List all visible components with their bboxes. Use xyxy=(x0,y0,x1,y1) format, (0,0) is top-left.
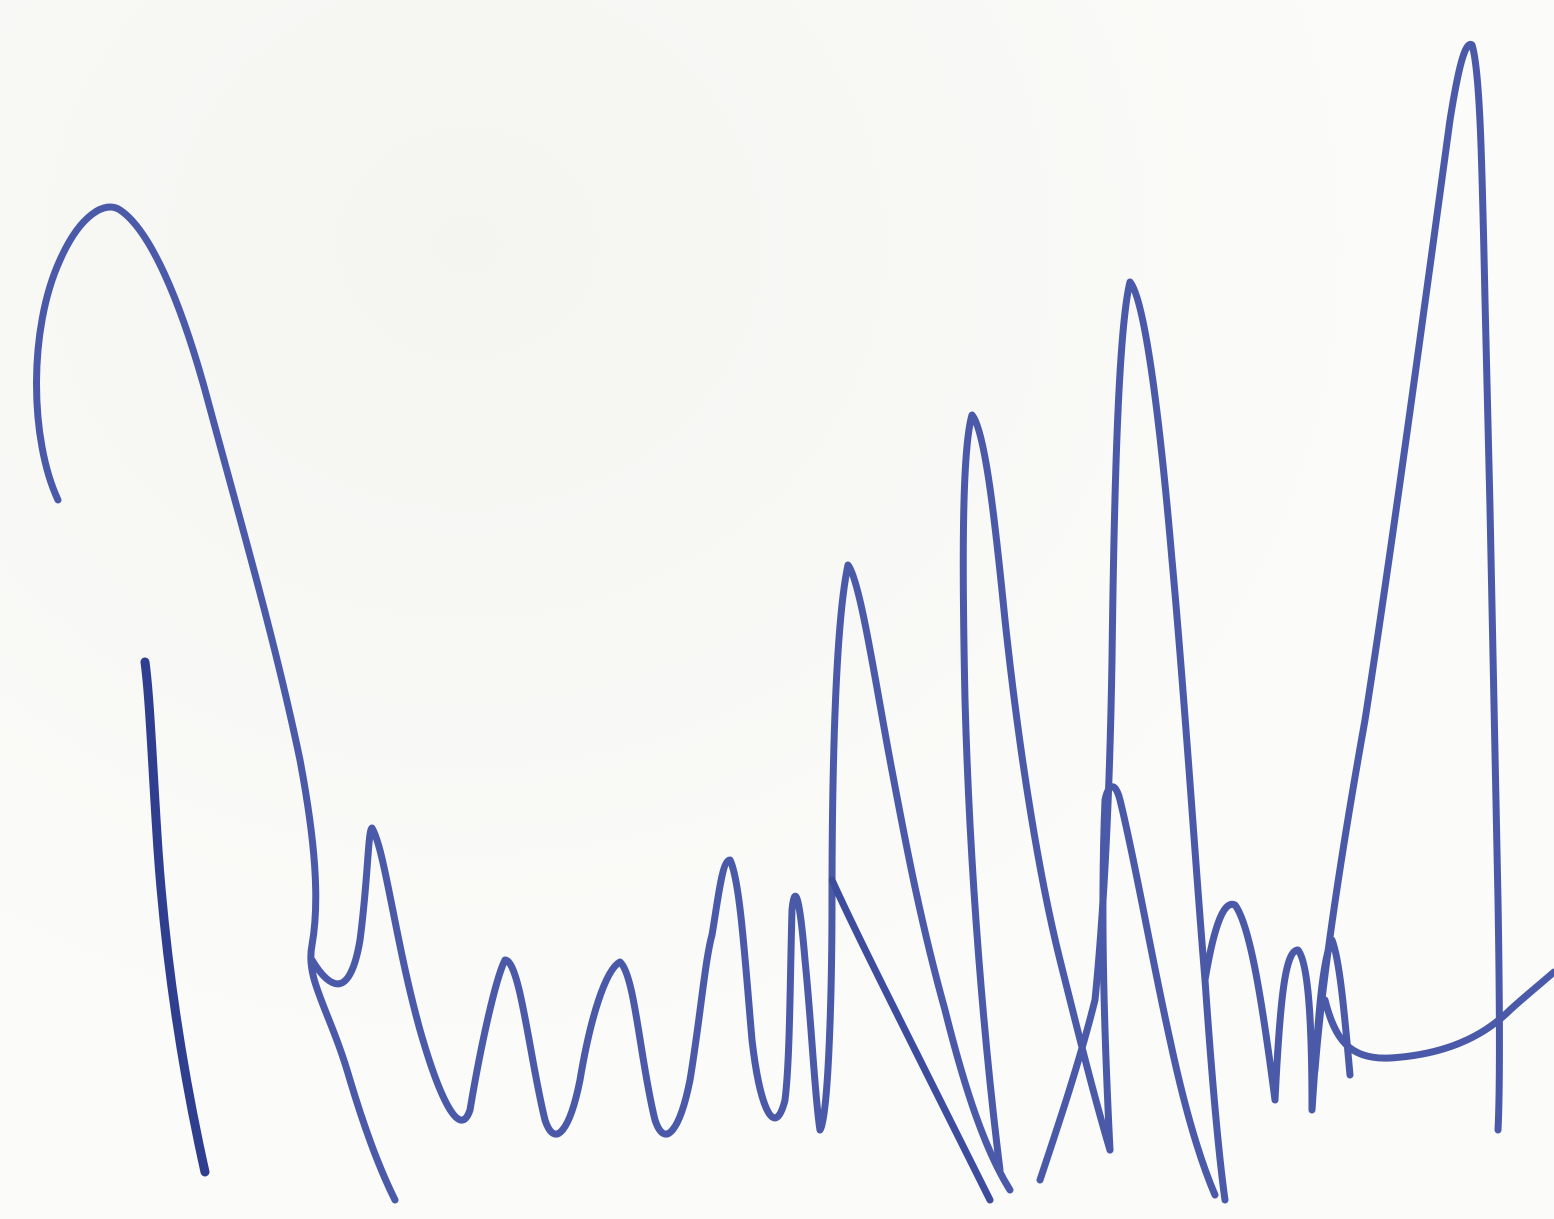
signature-stroke-loop-tall xyxy=(1036,278,1229,1204)
printed-name-line-partial xyxy=(0,1168,1554,1219)
signature-stroke-loop-middle xyxy=(959,411,1114,1174)
signature-stroke-loop-small xyxy=(1099,783,1219,1199)
signature-stroke-peak xyxy=(1311,41,1503,1134)
signature-stroke-diagonal xyxy=(828,876,994,1204)
signature-stroke-arc xyxy=(33,203,399,1204)
signature-stroke-flourish xyxy=(1321,968,1554,1062)
signature-stroke-body xyxy=(308,561,1014,1194)
signature-stroke-vertical xyxy=(140,657,210,1177)
